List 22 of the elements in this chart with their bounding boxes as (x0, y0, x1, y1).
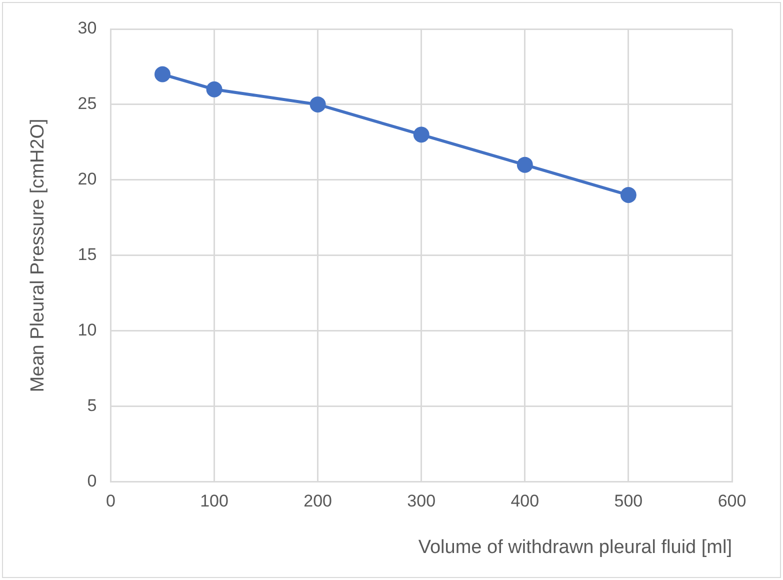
x-tick-label: 100 (200, 492, 228, 511)
point (516, 156, 533, 173)
x-tick-label: 200 (304, 492, 332, 511)
x-tick-label: 600 (718, 492, 746, 511)
point (310, 96, 326, 112)
y-tick-label: 30 (78, 18, 97, 38)
point (206, 81, 222, 98)
y-tick-label: 25 (78, 94, 97, 114)
x-axis-title: Volume of withdrawn pleural fluid [ml] (418, 536, 732, 558)
point (154, 66, 170, 82)
point (413, 126, 430, 143)
y-tick-label: 15 (78, 245, 97, 264)
x-tick-label: 500 (614, 492, 643, 511)
y-tick-label: 10 (78, 320, 97, 340)
y-tick-label: 20 (78, 170, 97, 189)
x-tick-label: 300 (407, 492, 436, 511)
x-tick-label: 0 (106, 492, 116, 511)
y-tick-label: 0 (87, 471, 97, 490)
point (620, 187, 636, 204)
y-tick-label: 5 (87, 396, 97, 416)
x-tick-label: 400 (510, 492, 540, 511)
y-axis-title: Mean Pleural Pressure [cmH2O] (28, 118, 49, 392)
